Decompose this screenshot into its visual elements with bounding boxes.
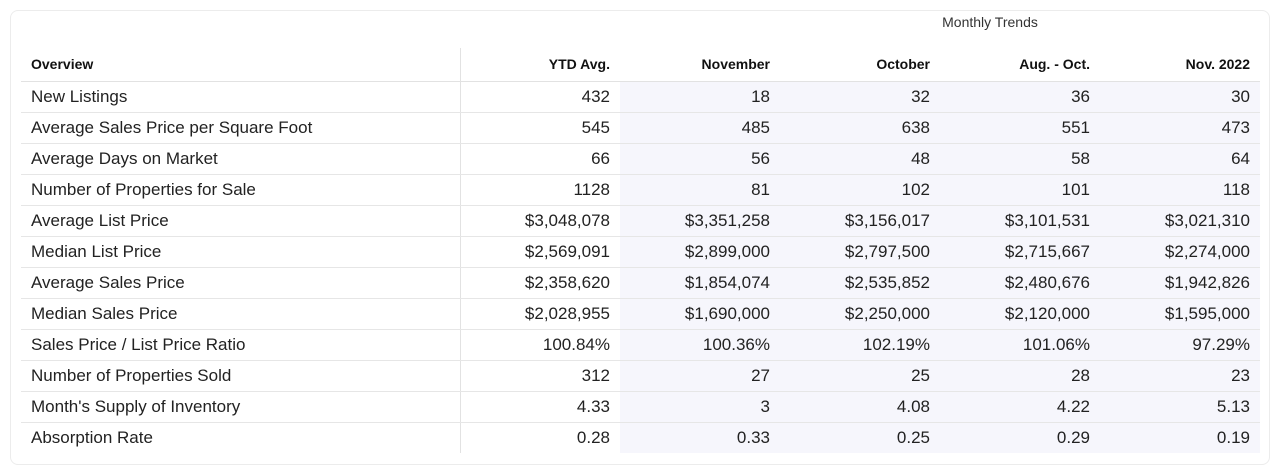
cell-value: $2,120,000 [940, 298, 1100, 330]
cell-value: 25 [780, 360, 940, 392]
cell-value: $2,274,000 [1100, 236, 1260, 268]
column-header-overview: Overview [21, 48, 461, 82]
row-label: Average Days on Market [21, 143, 461, 175]
cell-value: $1,690,000 [620, 298, 780, 330]
cell-value: 101.06% [940, 329, 1100, 361]
table-row: Sales Price / List Price Ratio 100.84% 100… [21, 329, 1260, 361]
cell-value: 100.84% [460, 329, 620, 361]
table-row: Month's Supply of Inventory 4.33 3 4.08 4.22… [21, 391, 1260, 423]
cell-value: 66 [460, 143, 620, 175]
cell-value: 0.25 [780, 422, 940, 453]
cell-value: 638 [780, 112, 940, 144]
cell-value: 64 [1100, 143, 1260, 175]
cell-value: $1,595,000 [1100, 298, 1260, 330]
table-row: Median List Price $2,569,091 $2,899,000 $2,… [21, 236, 1260, 268]
cell-value: 27 [620, 360, 780, 392]
cell-value: 0.29 [940, 422, 1100, 453]
cell-value: 4.33 [460, 391, 620, 423]
cell-value: $1,942,826 [1100, 267, 1260, 299]
cell-value: 473 [1100, 112, 1260, 144]
cell-value: $2,715,667 [940, 236, 1100, 268]
cell-value: 48 [780, 143, 940, 175]
cell-value: 0.28 [460, 422, 620, 453]
cell-value: 32 [780, 81, 940, 113]
cell-value: 102.19% [780, 329, 940, 361]
table-row: New Listings 432 18 32 36 30 [21, 81, 1260, 113]
cell-value: $3,048,078 [460, 205, 620, 237]
table-header-row: Overview YTD Avg. November October Aug. … [21, 48, 1260, 82]
cell-value: 100.36% [620, 329, 780, 361]
cell-value: $3,021,310 [1100, 205, 1260, 237]
cell-value: 4.22 [940, 391, 1100, 423]
cell-value: 3 [620, 391, 780, 423]
cell-value: $3,351,258 [620, 205, 780, 237]
market-overview-table: Overview YTD Avg. November October Aug. … [21, 48, 1260, 453]
table-row: Average Sales Price $2,358,620 $1,854,074 $… [21, 267, 1260, 299]
cell-value: 0.19 [1100, 422, 1260, 453]
monthly-trends-label: Monthly Trends [942, 14, 1038, 30]
row-label: Median Sales Price [21, 298, 461, 330]
row-label: New Listings [21, 81, 461, 113]
table-row: Number of Properties Sold 312 27 25 28 23 [21, 360, 1260, 392]
cell-value: $2,480,676 [940, 267, 1100, 299]
cell-value: 432 [460, 81, 620, 113]
cell-value: $2,250,000 [780, 298, 940, 330]
cell-value: $2,899,000 [620, 236, 780, 268]
cell-value: 81 [620, 174, 780, 206]
row-label: Average List Price [21, 205, 461, 237]
table-row: Average Sales Price per Square Foot 545 48… [21, 112, 1260, 144]
cell-value: $3,101,531 [940, 205, 1100, 237]
cell-value: 58 [940, 143, 1100, 175]
column-header-october: October [780, 48, 940, 82]
cell-value: 551 [940, 112, 1100, 144]
row-label: Sales Price / List Price Ratio [21, 329, 461, 361]
cell-value: $3,156,017 [780, 205, 940, 237]
row-label: Number of Properties for Sale [21, 174, 461, 206]
cell-value: 56 [620, 143, 780, 175]
cell-value: 30 [1100, 81, 1260, 113]
row-label: Average Sales Price per Square Foot [21, 112, 461, 144]
cell-value: $1,854,074 [620, 267, 780, 299]
cell-value: 545 [460, 112, 620, 144]
row-label: Average Sales Price [21, 267, 461, 299]
cell-value: 4.08 [780, 391, 940, 423]
column-header-ytd-avg: YTD Avg. [460, 48, 620, 82]
cell-value: 5.13 [1100, 391, 1260, 423]
cell-value: 101 [940, 174, 1100, 206]
cell-value: $2,535,852 [780, 267, 940, 299]
cell-value: $2,797,500 [780, 236, 940, 268]
cell-value: 18 [620, 81, 780, 113]
cell-value: 312 [460, 360, 620, 392]
table-row: Number of Properties for Sale 1128 81 102 10… [21, 174, 1260, 206]
cell-value: $2,358,620 [460, 267, 620, 299]
column-header-nov-2022: Nov. 2022 [1100, 48, 1260, 82]
table-row: Median Sales Price $2,028,955 $1,690,000 $2… [21, 298, 1260, 330]
column-header-november: November [620, 48, 780, 82]
cell-value: 36 [940, 81, 1100, 113]
cell-value: 28 [940, 360, 1100, 392]
cell-value: 118 [1100, 174, 1260, 206]
row-label: Median List Price [21, 236, 461, 268]
table-row: Average List Price $3,048,078 $3,351,258 $3… [21, 205, 1260, 237]
cell-value: 0.33 [620, 422, 780, 453]
cell-value: $2,028,955 [460, 298, 620, 330]
table-row: Average Days on Market 66 56 48 58 64 [21, 143, 1260, 175]
cell-value: 1128 [460, 174, 620, 206]
column-header-aug-oct: Aug. - Oct. [940, 48, 1100, 82]
row-label: Number of Properties Sold [21, 360, 461, 392]
row-label: Month's Supply of Inventory [21, 391, 461, 423]
cell-value: 102 [780, 174, 940, 206]
row-label: Absorption Rate [21, 422, 461, 453]
table-row: Absorption Rate 0.28 0.33 0.25 0.29 0.19 [21, 422, 1260, 453]
cell-value: 485 [620, 112, 780, 144]
cell-value: $2,569,091 [460, 236, 620, 268]
cell-value: 23 [1100, 360, 1260, 392]
cell-value: 97.29% [1100, 329, 1260, 361]
